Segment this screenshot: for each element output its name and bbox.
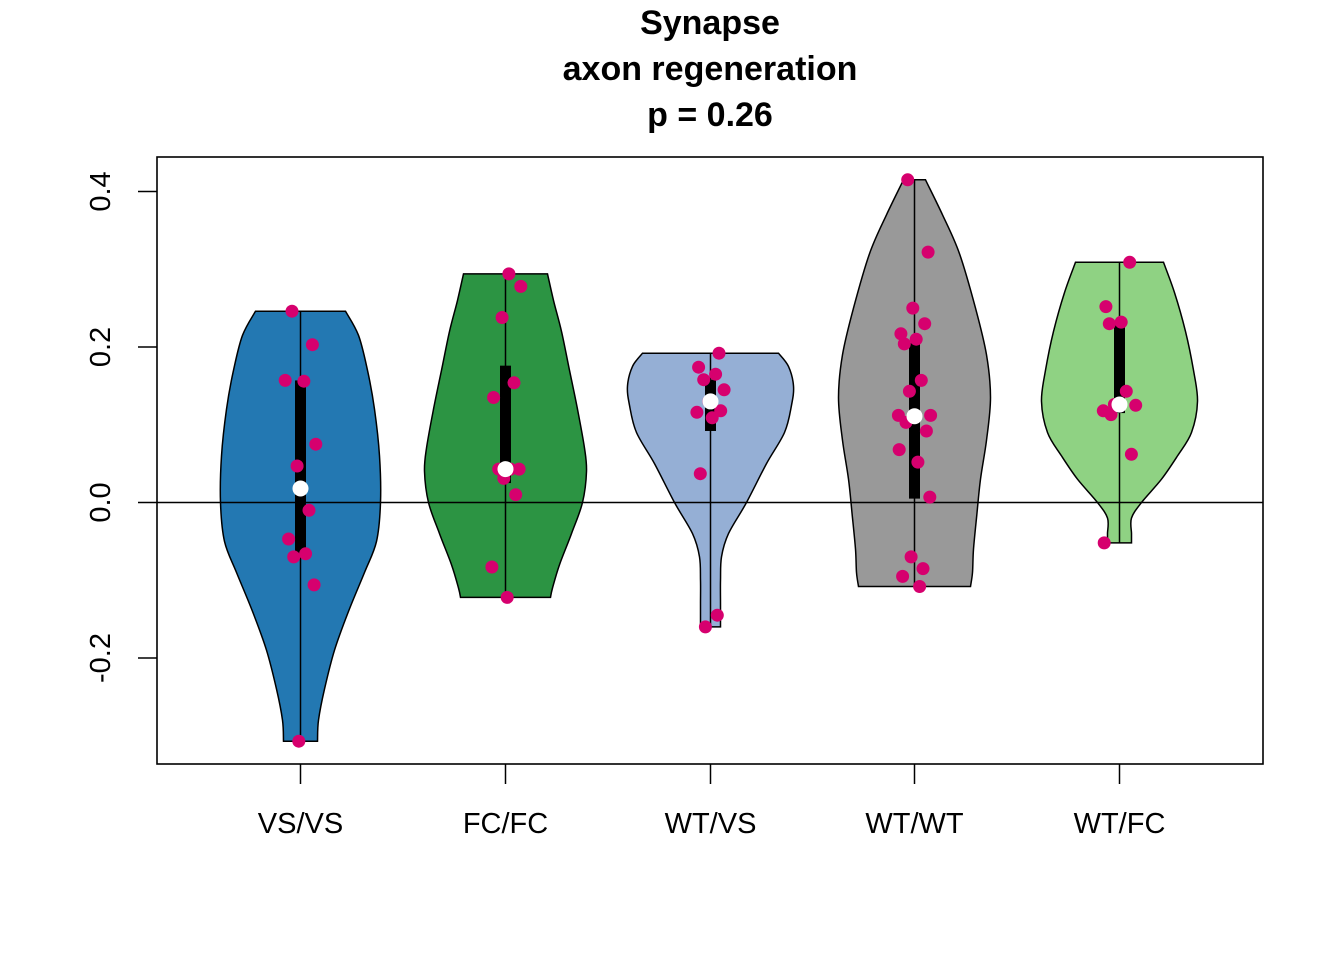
data-point: [918, 317, 932, 331]
data-point: [514, 279, 528, 293]
data-point: [1097, 536, 1111, 550]
median-marker: [906, 408, 923, 425]
data-point: [502, 267, 516, 281]
data-point: [693, 467, 707, 481]
data-point: [299, 547, 313, 561]
data-point: [309, 437, 323, 451]
data-point: [1123, 255, 1137, 269]
data-point: [904, 550, 918, 564]
data-point: [692, 360, 706, 374]
y-axis: -0.2 0.0 0.2 0.4: [85, 171, 157, 683]
data-point: [892, 443, 906, 457]
data-point: [1102, 317, 1116, 331]
data-point: [509, 488, 523, 502]
data-point: [278, 373, 292, 387]
y-tick-label: -0.2: [85, 633, 117, 683]
data-point: [894, 327, 908, 341]
data-point: [897, 337, 911, 351]
data-point: [1114, 315, 1128, 329]
data-point: [901, 173, 915, 187]
data-point: [305, 338, 319, 352]
data-point: [705, 411, 719, 425]
data-point: [1129, 398, 1143, 412]
chart-title-line-2: axon regeneration: [562, 50, 858, 88]
data-point: [292, 734, 306, 748]
violins-layer: [219, 179, 1199, 742]
data-point: [290, 459, 304, 473]
data-point: [285, 304, 299, 318]
x-axis: VS/VS FC/FC WT/VS WT/WT WT/FC: [258, 764, 1166, 840]
data-point: [709, 367, 723, 381]
x-tick-label: WT/WT: [865, 808, 964, 840]
data-point: [698, 620, 712, 634]
chart-title: Synapse axon regeneration p = 0.26: [0, 0, 1344, 138]
data-point: [911, 455, 925, 469]
x-tick-label: WT/VS: [665, 808, 757, 840]
median-marker: [702, 393, 719, 410]
data-point: [697, 373, 711, 387]
data-point: [710, 608, 724, 622]
data-point: [924, 408, 938, 422]
x-tick-label: FC/FC: [463, 808, 548, 840]
data-point: [495, 311, 509, 324]
data-point: [500, 590, 514, 604]
data-point: [302, 503, 316, 517]
data-point: [916, 562, 930, 576]
x-tick-label: WT/FC: [1074, 808, 1166, 840]
data-point: [906, 301, 920, 315]
y-tick-label: 0.0: [85, 482, 117, 522]
iqr-box: [1114, 322, 1125, 414]
data-point: [717, 383, 731, 397]
data-point: [307, 578, 321, 592]
data-point: [1099, 300, 1113, 314]
data-point: [914, 373, 928, 387]
median-marker: [1111, 396, 1128, 413]
data-point: [485, 560, 499, 574]
data-point: [923, 490, 937, 504]
boxes-layer: [295, 179, 1125, 742]
y-tick-label: 0.2: [85, 327, 117, 367]
medians-layer: [292, 393, 1128, 497]
data-point: [487, 391, 501, 404]
data-point: [712, 346, 726, 360]
data-point: [913, 580, 927, 593]
data-point: [507, 376, 521, 390]
data-point: [512, 462, 526, 476]
data-point: [1119, 384, 1133, 398]
x-tick-label: VS/VS: [258, 808, 343, 840]
data-point: [909, 332, 923, 346]
data-point: [896, 569, 910, 583]
chart-title-line-1: Synapse: [640, 4, 780, 42]
data-point: [919, 424, 933, 438]
data-point: [287, 550, 301, 564]
data-point: [297, 374, 311, 388]
data-point: [1124, 447, 1138, 461]
data-point: [690, 405, 704, 419]
data-point: [1104, 408, 1118, 422]
median-marker: [497, 461, 514, 478]
data-point: [902, 384, 916, 398]
iqr-box: [500, 365, 511, 484]
median-marker: [292, 480, 309, 497]
data-point: [921, 245, 935, 259]
chart-title-line-3: p = 0.26: [647, 96, 773, 134]
y-tick-label: 0.4: [85, 171, 117, 211]
data-point: [282, 532, 296, 546]
